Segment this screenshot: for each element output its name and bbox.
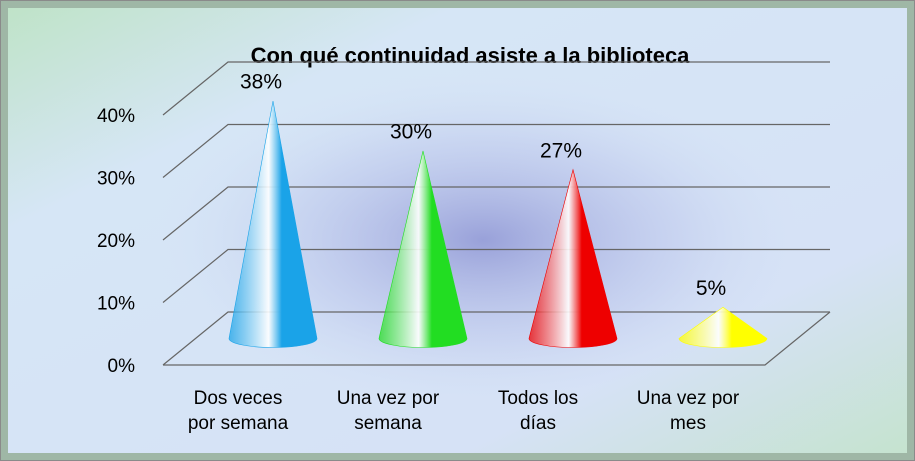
background-glow	[140, 70, 800, 410]
data-label: 38%	[240, 71, 282, 94]
cone	[528, 168, 618, 348]
cone	[678, 306, 768, 348]
x-tick-label: Dos veces por semana	[187, 388, 289, 434]
data-label: 30%	[390, 121, 432, 144]
cone	[228, 100, 318, 348]
cone-body	[528, 168, 618, 348]
chart-title: Con qué continuidad asiste a la bibliote…	[251, 43, 691, 68]
cone-body	[678, 306, 768, 348]
y-tick-label: 10%	[97, 294, 135, 315]
cone	[378, 150, 468, 348]
cone-body	[228, 100, 318, 348]
floor-edge	[163, 311, 831, 366]
x-tick-label: Una vez por mes	[636, 388, 740, 434]
y-tick-label: 20%	[97, 231, 135, 252]
grid-line	[162, 248, 830, 303]
data-label: 5%	[696, 277, 726, 300]
cone-body	[378, 150, 468, 348]
grid-line	[162, 186, 830, 241]
x-tick-label: Todos los días	[497, 388, 579, 434]
grid-line	[162, 311, 830, 366]
grid-line	[162, 123, 830, 178]
y-tick-label: 40%	[97, 106, 135, 127]
grid-line	[162, 61, 830, 116]
y-tick-label: 30%	[97, 169, 135, 190]
data-label: 27%	[540, 139, 582, 162]
y-tick-label: 0%	[108, 356, 136, 377]
x-tick-label: Una vez por semana	[336, 388, 440, 434]
